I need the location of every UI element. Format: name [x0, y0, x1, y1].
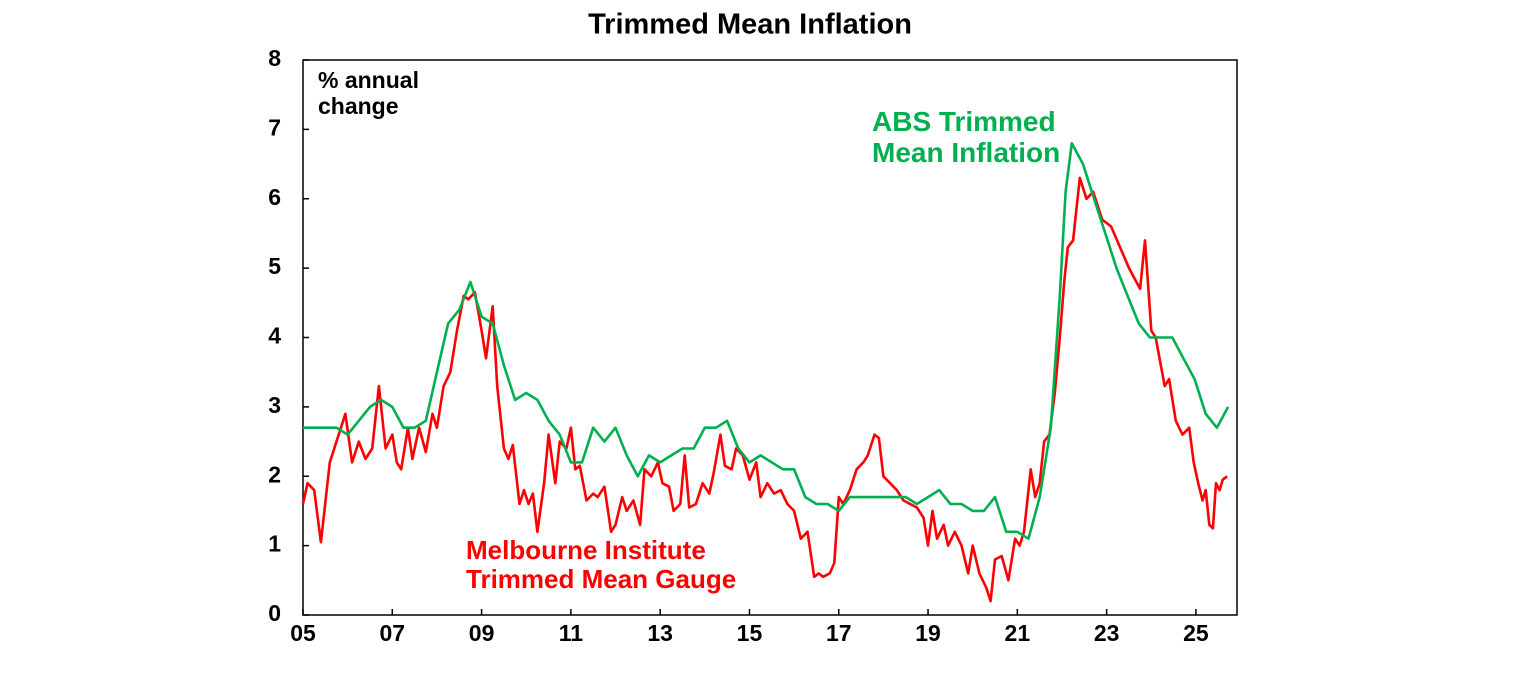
x-tick-label: 11 [559, 620, 584, 646]
y-tick-label: 8 [268, 45, 281, 71]
y-tick-label: 1 [268, 531, 281, 557]
x-tick-label: 23 [1094, 620, 1120, 646]
y-tick-label: 5 [268, 253, 281, 279]
x-tick-label: 15 [737, 620, 763, 646]
x-tick-label: 09 [469, 620, 495, 646]
x-tick-label: 21 [1005, 620, 1031, 646]
y-tick-label: 4 [268, 323, 281, 349]
x-tick-label: 19 [915, 620, 941, 646]
series-label: ABS Trimmed Mean Inflation [872, 106, 1061, 169]
series-line [303, 142, 1230, 540]
y-axis-label: % annual change [318, 67, 419, 119]
y-tick-label: 7 [268, 114, 281, 140]
series-line [301, 176, 1228, 603]
y-tick-label: 2 [268, 461, 281, 487]
x-tick-label: 07 [379, 620, 405, 646]
y-tick-label: 0 [268, 600, 281, 626]
y-tick-label: 3 [268, 392, 281, 418]
chart-title: Trimmed Mean Inflation [588, 9, 912, 41]
x-tick-label: 05 [290, 620, 316, 646]
y-tick-label: 6 [268, 184, 281, 210]
series-label: Melbourne Institute Trimmed Mean Gauge [466, 535, 737, 595]
x-tick-label: 13 [647, 620, 673, 646]
x-tick-label: 17 [826, 620, 852, 646]
x-tick-label: 25 [1183, 620, 1209, 646]
